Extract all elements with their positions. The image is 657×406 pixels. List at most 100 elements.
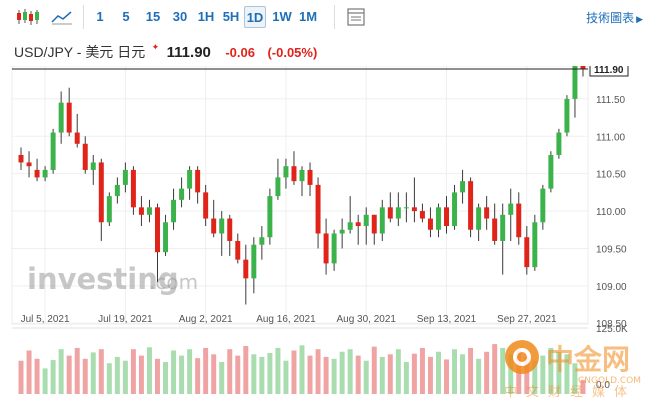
plot-frame [11,66,589,325]
candle-up [163,222,169,253]
volume-bar-down [26,350,32,394]
cngold-brand-name: 中金网 [546,343,630,376]
candle-down [155,207,160,253]
volume-bar-down [315,349,321,394]
candle-up [267,196,273,238]
volume-bar-up [50,360,56,394]
y-tick-label: 109.00 [596,282,627,293]
timeframe-1h[interactable]: 1H [197,9,215,24]
candle-up [532,222,538,268]
volume-bar-down [323,356,329,394]
volume-bar-up [452,349,458,394]
timeframe-15[interactable]: 15 [145,9,161,24]
last-price-tag-label: 111.90 [594,66,624,76]
candle-up [339,229,345,234]
candle-up [452,192,458,227]
volume-bar-up [540,355,546,394]
volume-bar-up [187,349,193,394]
volume-bar-down [211,354,217,394]
volume-bar-up [500,347,506,394]
time-axis: Jul 5, 2021 Jul 19, 2021 Aug 2, 2021 Aug 16… [21,314,557,325]
volume-bar-up [90,352,96,394]
volume-axis-zero: 0.0 [596,380,610,391]
y-tick-label: 108.50 [596,319,627,330]
y-tick-label: 110.00 [596,207,626,218]
volume-bar-up [283,360,289,394]
table-view-icon[interactable] [345,6,367,28]
candle-down [211,218,217,234]
candle-up [572,66,578,99]
candle-up [460,181,466,193]
volume-bar-up [532,360,538,394]
volume-bar-up [114,356,120,394]
volume-bar-down [492,344,498,394]
volume-bar-down [419,347,425,394]
y-tick-label: 111.50 [596,95,626,106]
volume-bar-down [411,353,417,394]
candle-up [379,207,385,234]
timeframe-5[interactable]: 5 [122,9,130,24]
candle-down [411,207,417,212]
candle-down [484,207,490,219]
volume-bar-up [58,349,64,394]
x-tick-label: Sep 13, 2021 [417,314,477,325]
volume-bar-up [403,362,409,394]
candle-up [508,203,514,215]
timeframe-1d[interactable]: 1D [244,6,266,28]
volume-bar-up [363,360,369,394]
instrument-name: USD/JPY - 美元 日元 [14,44,146,60]
price-chart[interactable]: investing .com 111.50111.00110.50110.001… [0,66,657,406]
quote-header: USD/JPY - 美元 日元 ✦ 111.90 -0.06 (-0.05%) [14,42,325,64]
candle-down [26,162,32,167]
volume-bar-up [379,356,385,394]
candle-up [556,132,562,155]
x-tick-label: Sep 27, 2021 [497,314,557,325]
volume-bar-down [355,355,361,394]
volume-series [12,327,588,394]
toolbar-divider [334,5,335,29]
volume-bar-down [444,359,449,394]
volume-bar-up [106,363,112,394]
candle-up [179,188,185,200]
candle-up [90,162,96,170]
technical-chart-label: 技術圖表 [586,11,635,25]
volume-bar-down [195,358,201,394]
last-price-tag [589,66,629,77]
candle-down [130,169,136,208]
candle-down [82,143,88,170]
investing-watermark-domain: .com [149,270,198,294]
candle-up [283,166,289,178]
volume-bar-up [267,353,273,394]
candle-up [171,199,177,223]
down-arrow-icon: ✦ [151,42,160,52]
volume-bar-down [74,347,80,394]
candlestick-icon[interactable] [14,6,42,28]
investing-watermark-text: investing [27,262,179,296]
candle-up [58,102,64,133]
volume-bar-up [331,358,337,394]
candle-down [371,214,377,234]
volume-bar-down [484,351,490,394]
timeframe-1m[interactable]: 1M [298,9,318,24]
timeframe-5h[interactable]: 5H [222,9,240,24]
volume-bar-up [395,349,401,394]
volume-bar-up [564,354,570,394]
area-chart-icon[interactable] [50,6,74,28]
chart-toolbar: 1 5 15 30 1H 5H 1D 1W 1M 技術圖表 ▶ [0,0,657,36]
candle-down [323,233,329,264]
technical-chart-link[interactable]: 技術圖表 ▶ [586,9,643,26]
volume-bar-down [235,355,241,394]
volume-bar-down [580,379,586,394]
candle-up [146,207,152,215]
candle-down [291,166,297,182]
timeframe-1w[interactable]: 1W [272,9,292,24]
volume-bar-down [387,354,393,394]
volume-bar-down [155,358,160,394]
candle-up [363,214,369,227]
candle-down [492,218,498,241]
cngold-brand-watermark: 中金网 CNGOLD.COM 中文财经媒体 [498,335,657,406]
timeframe-1[interactable]: 1 [96,9,104,24]
timeframe-30[interactable]: 30 [172,9,188,24]
candle-down [427,218,433,230]
candle-up [251,244,257,279]
